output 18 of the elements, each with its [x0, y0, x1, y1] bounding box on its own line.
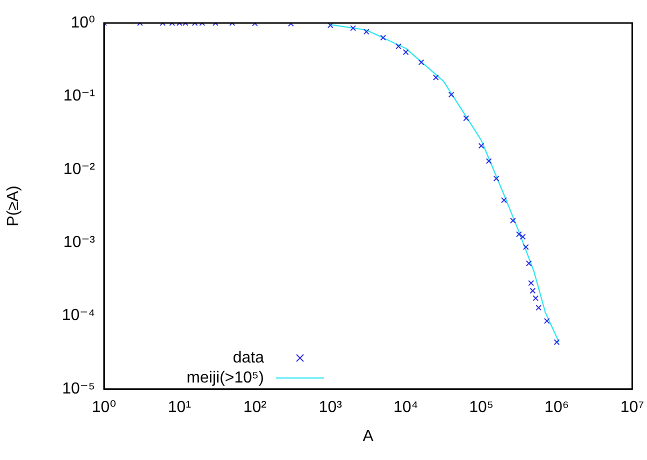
y-tick-label: 10⁻² [63, 160, 96, 178]
y-tick-label: 10⁻³ [63, 234, 96, 252]
x-axis-title: A [362, 428, 374, 445]
y-tick-label: 10⁰ [70, 14, 95, 32]
legend-label: data [232, 349, 264, 366]
y-tick-label: 10⁻⁵ [62, 380, 95, 398]
x-tick-label: 10² [243, 399, 268, 416]
x-tick-label: 10³ [318, 399, 343, 416]
x-tick-label: 10¹ [168, 399, 192, 416]
x-tick-label: 10⁰ [92, 399, 116, 416]
x-tick-label: 10⁷ [620, 399, 644, 416]
x-tick-label: 10⁵ [469, 399, 494, 416]
x-tick-label: 10⁴ [393, 399, 418, 416]
y-axis-title: P(≥A) [5, 186, 22, 226]
y-tick-label: 10⁻⁴ [62, 307, 96, 324]
x-tick-label: 10⁶ [544, 399, 569, 416]
y-tick-label: 10⁻¹ [63, 88, 95, 105]
legend-label: meiji(>10⁵) [186, 369, 264, 386]
